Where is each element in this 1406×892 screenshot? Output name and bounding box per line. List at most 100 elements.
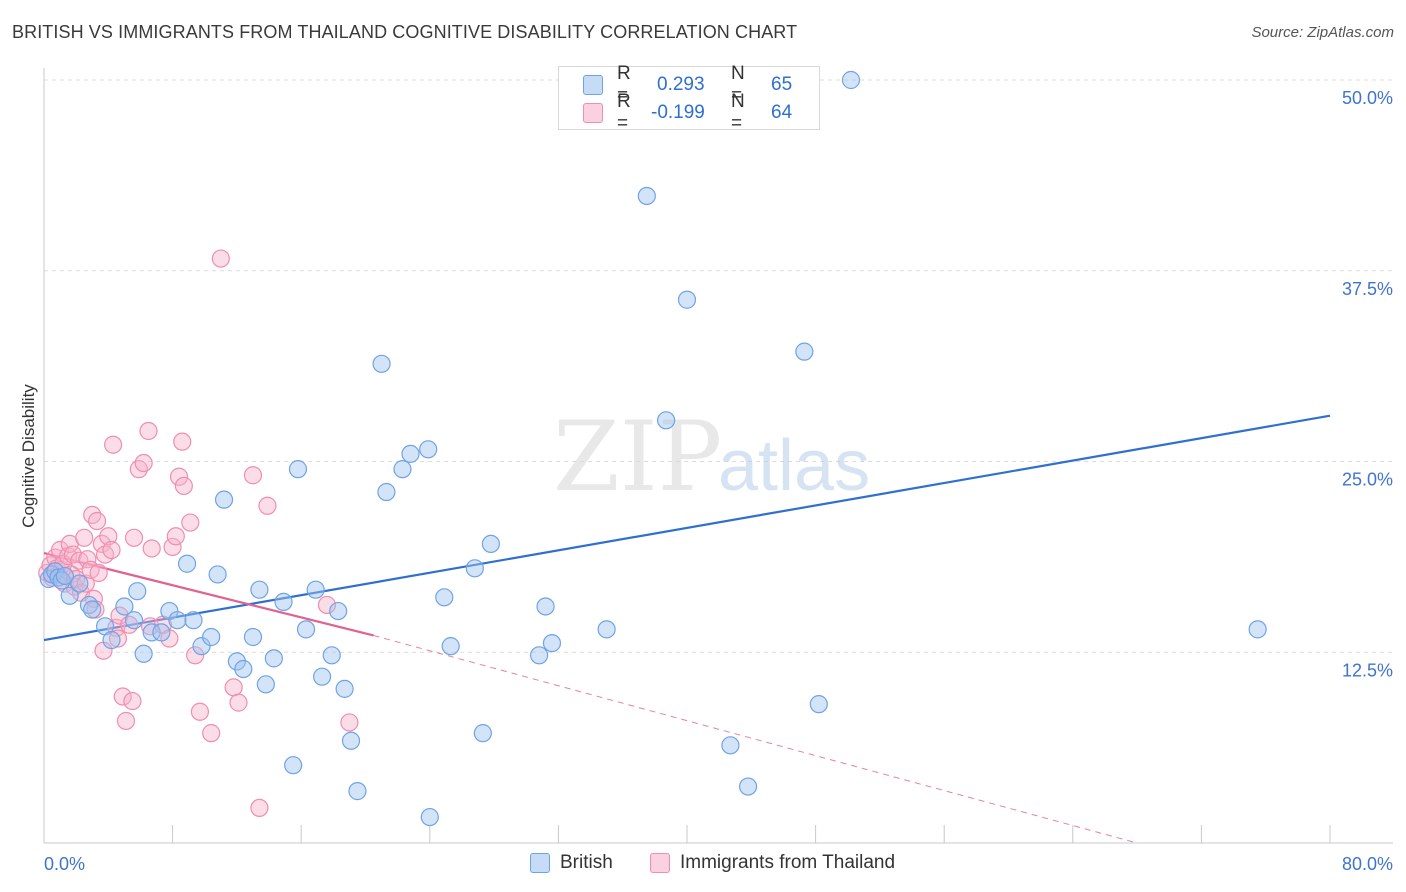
thailand-point-50 xyxy=(169,467,189,486)
axes xyxy=(43,68,1393,844)
gridlines xyxy=(44,79,1393,653)
british-n-label: N = xyxy=(731,63,745,106)
british-point-33 xyxy=(284,756,303,775)
thailand-point-35 xyxy=(110,606,129,625)
thailand-point-55 xyxy=(190,702,210,721)
y-tick-label-25: 25.0% xyxy=(1342,470,1393,490)
british-point-15 xyxy=(134,644,153,663)
y-axis-label: Cognitive Disability xyxy=(19,384,38,528)
thailand-points xyxy=(38,249,359,818)
british-point-54 xyxy=(530,646,549,665)
thailand-legend-label: Immigrants from Thailand xyxy=(680,852,896,873)
british-point-28 xyxy=(243,627,263,647)
chart-source: Source: ZipAtlas.com xyxy=(1251,24,1394,41)
british-point-55 xyxy=(536,597,555,616)
thailand-point-43 xyxy=(139,421,158,441)
british-point-25 xyxy=(214,490,234,509)
watermark-zip: ZIP xyxy=(553,401,722,513)
thailand-swatch xyxy=(583,103,603,123)
british-point-35 xyxy=(296,620,316,639)
thailand-point-40 xyxy=(124,528,144,547)
british-point-11 xyxy=(102,630,121,650)
british-point-31 xyxy=(264,649,283,668)
thailand-point-34 xyxy=(108,629,128,648)
british-point-44 xyxy=(377,482,396,502)
british-r-label: R = xyxy=(617,63,631,106)
british-point-64 xyxy=(809,695,828,714)
thailand-point-54 xyxy=(186,646,205,665)
british-point-45 xyxy=(393,460,412,479)
british-point-3 xyxy=(49,568,68,587)
british-point-66 xyxy=(1248,620,1267,639)
thailand-point-39 xyxy=(123,691,142,711)
thailand-point-37 xyxy=(116,711,136,731)
thailand-point-60 xyxy=(243,466,263,485)
british-point-37 xyxy=(312,667,332,686)
thailand-point-49 xyxy=(166,527,185,546)
british-point-56 xyxy=(542,633,562,653)
british-point-62 xyxy=(738,777,758,796)
watermark-atlas: atlas xyxy=(718,426,870,506)
y-tick-label-37-5: 37.5% xyxy=(1342,279,1393,299)
thailand-r-value: -0.199 xyxy=(651,102,705,123)
british-point-7 xyxy=(70,574,89,593)
british-point-9 xyxy=(83,600,102,619)
british-swatch xyxy=(583,75,603,95)
thailand-point-30 xyxy=(99,527,118,546)
british-point-22 xyxy=(192,637,211,656)
british-legend-swatch xyxy=(530,853,550,873)
british-point-63 xyxy=(795,342,814,361)
british-point-6 xyxy=(60,586,79,605)
thailand-point-27 xyxy=(92,534,111,554)
chart-title: BRITISH VS IMMIGRANTS FROM THAILAND COGN… xyxy=(12,22,798,42)
british-point-23 xyxy=(202,627,221,647)
british-point-53 xyxy=(481,534,500,554)
british-point-34 xyxy=(288,460,308,479)
tick-labels: 0.0% 80.0% 12.5% 25.0% 37.5% 50.0% xyxy=(44,88,1393,874)
thailand-point-62 xyxy=(258,496,277,515)
thailand-point-51 xyxy=(173,432,192,451)
british-point-26 xyxy=(227,652,246,671)
british-point-14 xyxy=(128,582,147,601)
thailand-point-64 xyxy=(340,713,359,732)
thailand-point-36 xyxy=(113,687,132,706)
legend-item-british: British xyxy=(530,852,613,874)
thailand-point-59 xyxy=(229,693,248,712)
british-point-57 xyxy=(597,620,616,639)
thailand-point-52 xyxy=(174,476,193,496)
british-point-50 xyxy=(441,637,460,656)
british-legend-label: British xyxy=(560,852,613,873)
british-point-41 xyxy=(341,731,361,750)
thailand-point-31 xyxy=(102,540,121,560)
british-point-13 xyxy=(124,611,144,630)
british-point-51 xyxy=(465,559,484,578)
thailand-point-41 xyxy=(129,460,148,479)
british-point-17 xyxy=(152,623,171,642)
y-tick-label-50: 50.0% xyxy=(1342,88,1393,108)
british-point-40 xyxy=(335,679,354,698)
british-point-42 xyxy=(348,782,367,801)
thailand-r-label: R = xyxy=(617,91,631,134)
british-point-32 xyxy=(274,592,293,611)
british-point-16 xyxy=(142,623,161,642)
thailand-point-20 xyxy=(78,550,97,569)
thailand-point-61 xyxy=(250,798,269,818)
british-n-value: 65 xyxy=(771,74,793,95)
british-r-value: 0.293 xyxy=(657,74,705,95)
thailand-point-42 xyxy=(134,453,153,473)
thailand-point-53 xyxy=(181,513,200,532)
british-point-52 xyxy=(473,724,492,743)
thailand-n-value: 64 xyxy=(771,102,793,123)
watermark: ZIP atlas xyxy=(553,401,870,513)
thailand-point-45 xyxy=(142,539,161,558)
british-point-24 xyxy=(208,565,227,584)
british-points xyxy=(39,70,1267,827)
british-point-47 xyxy=(419,440,438,459)
thailand-n-label: N = xyxy=(731,91,745,134)
x-tick-label-min: 0.0% xyxy=(44,854,85,874)
british-point-59 xyxy=(657,411,676,430)
thailand-point-18 xyxy=(75,528,94,547)
legend-item-thailand: Immigrants from Thailand xyxy=(650,852,895,874)
british-point-30 xyxy=(256,675,275,694)
thailand-point-22 xyxy=(83,505,102,525)
